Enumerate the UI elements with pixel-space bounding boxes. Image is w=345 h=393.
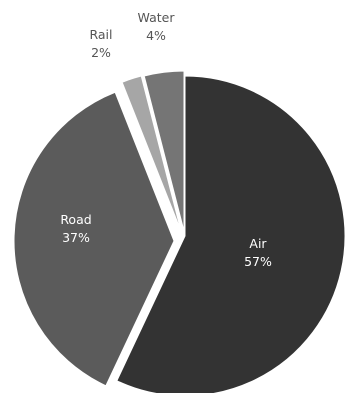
- pie-percent-air: 57%: [244, 254, 272, 269]
- pie-label-road: Road: [60, 212, 91, 227]
- pie-percent-rail: 2%: [91, 45, 111, 60]
- pie-slice-road: [13, 91, 175, 387]
- pie-label-water: Water: [138, 10, 176, 25]
- pie-percent-road: 37%: [62, 230, 90, 245]
- pie-label-rail: Rail: [89, 27, 112, 42]
- pie-slice-air: [116, 75, 345, 393]
- pie-slices: [13, 70, 345, 393]
- pie-slice-water: [143, 70, 185, 232]
- pie-percent-water: 4%: [146, 28, 166, 43]
- pie-slice-rail: [121, 75, 182, 232]
- pie-label-air: Air: [249, 236, 267, 251]
- pie-labels: Air 57% Road 37% Rail 2% Water 4%: [60, 10, 272, 269]
